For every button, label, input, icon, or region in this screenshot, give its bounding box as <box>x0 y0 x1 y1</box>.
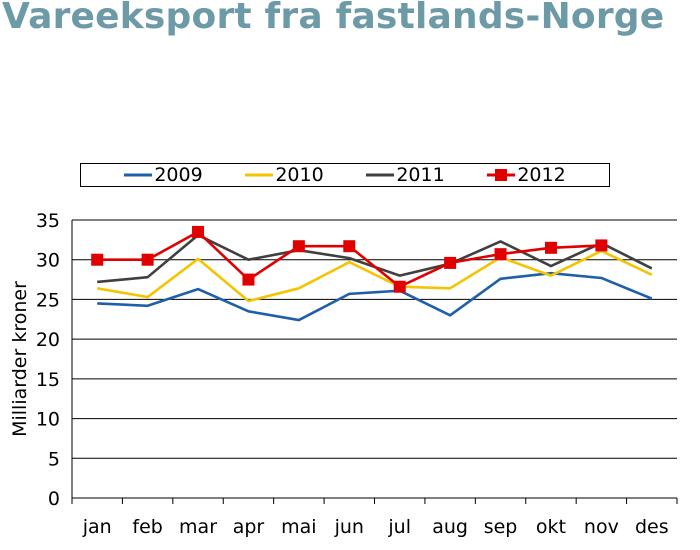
x-tick-label: sep <box>484 516 518 538</box>
x-tick-label: apr <box>233 516 265 538</box>
chart-title: Vareeksport fra fastlands-Norge <box>2 0 665 37</box>
legend-label: 2012 <box>517 164 566 186</box>
legend-label: 2010 <box>275 164 324 186</box>
series-line-2009 <box>97 271 653 322</box>
x-tick-label: jun <box>334 516 364 538</box>
legend-label: 2011 <box>396 164 445 186</box>
x-tick-label: mar <box>179 516 217 538</box>
legend-swatch <box>245 173 274 177</box>
legend-item-2012: 2012 <box>487 164 566 186</box>
x-tick-label: aug <box>432 516 468 538</box>
x-tick-label: nov <box>584 516 619 538</box>
y-tick-label: 0 <box>48 488 60 510</box>
y-axis-label: Milliarder kroner <box>9 281 31 437</box>
y-tick-label: 25 <box>36 289 60 311</box>
y-tick-label: 35 <box>36 210 60 232</box>
legend-label: 2009 <box>154 164 203 186</box>
y-tick-label: 15 <box>36 369 60 391</box>
data-point-2012 <box>444 256 457 269</box>
data-point-2012 <box>141 253 154 266</box>
x-tick-label: des <box>635 516 669 538</box>
data-point-2012 <box>393 280 406 293</box>
x-tick-label: feb <box>132 516 162 538</box>
data-point-2012 <box>544 241 557 254</box>
y-tick-label: 5 <box>48 448 60 470</box>
data-point-2012 <box>192 225 205 238</box>
legend-swatch <box>366 173 395 177</box>
legend-item-2011: 2011 <box>366 164 445 186</box>
chart-legend: 2009 2010 2011 2012 <box>80 163 610 187</box>
y-tick-label: 10 <box>36 409 60 431</box>
data-point-2012 <box>242 273 255 286</box>
data-point-2012 <box>292 240 305 253</box>
legend-swatch <box>124 173 153 177</box>
data-point-2012 <box>343 240 356 253</box>
x-tick-label: jul <box>387 516 411 538</box>
legend-item-2009: 2009 <box>124 164 203 186</box>
data-point-2012 <box>494 248 507 261</box>
series-line-2010 <box>96 249 653 303</box>
y-tick-label: 30 <box>36 250 60 272</box>
legend-item-2010: 2010 <box>245 164 324 186</box>
x-tick-label: okt <box>536 516 566 538</box>
legend-swatch <box>487 169 516 181</box>
x-tick-label: jan <box>82 516 112 538</box>
y-tick-label: 20 <box>36 329 60 351</box>
x-tick-label: mai <box>281 516 316 538</box>
data-point-2012 <box>595 239 608 252</box>
data-point-2012 <box>91 253 104 266</box>
